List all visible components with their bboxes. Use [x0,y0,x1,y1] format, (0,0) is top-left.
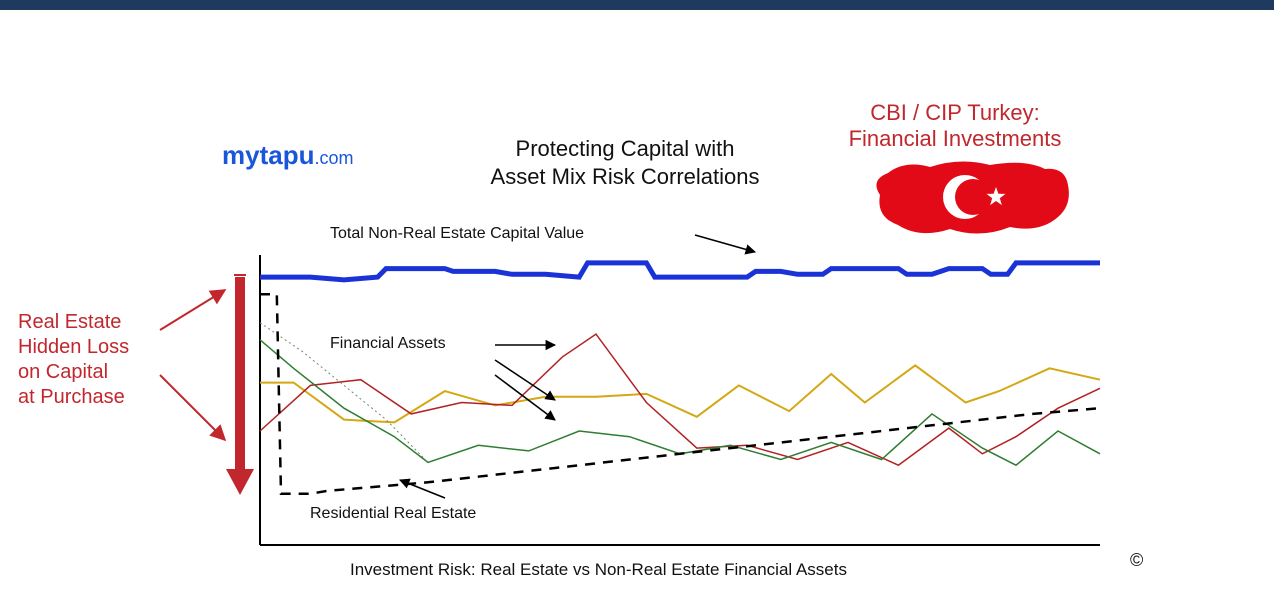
turkey-flag-icon [876,161,1068,233]
series-Total Non-Real Estate Capital Value [260,263,1100,280]
series-fa_green [260,340,1100,465]
series-Residential Real Estate [260,294,1100,494]
chart-svg [0,0,1274,607]
series-fa_dotted [260,323,428,463]
hidden-loss-arrow-icon [226,277,254,495]
series-fa_yellow [260,365,1100,422]
